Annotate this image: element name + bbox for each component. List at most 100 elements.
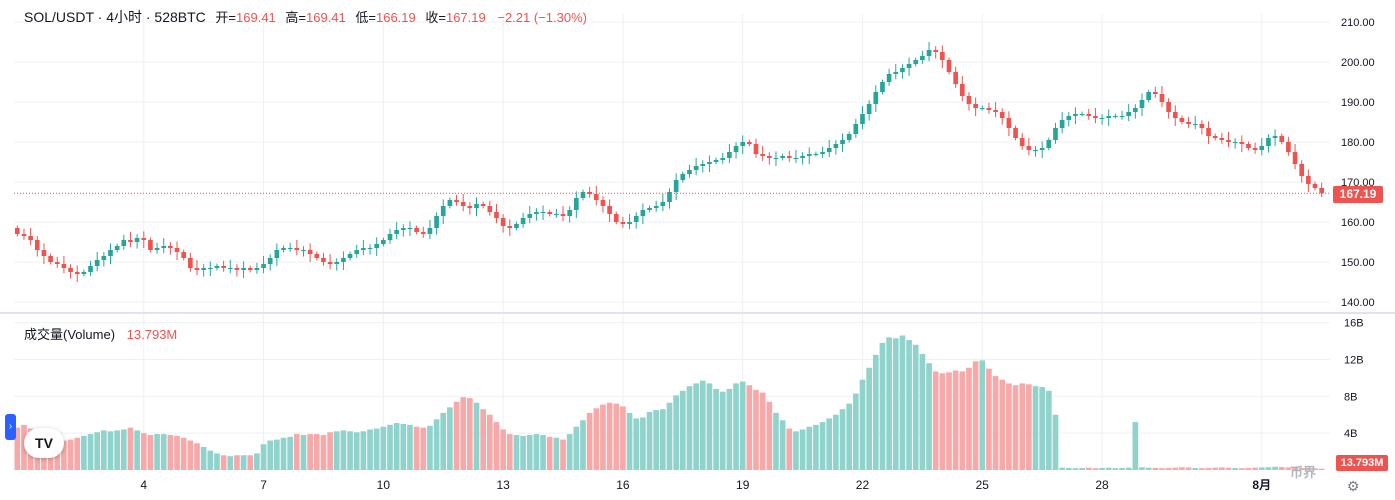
candle-body — [327, 262, 333, 264]
candle-body — [341, 258, 346, 262]
candle-body — [873, 92, 879, 104]
volume-bar — [1205, 467, 1212, 470]
candle-body — [1013, 128, 1018, 138]
volume-bar — [520, 435, 526, 470]
candle-body — [1172, 112, 1178, 118]
candle-body — [740, 142, 746, 146]
volume-bar — [526, 434, 533, 470]
volume-bar — [234, 455, 240, 470]
candle-body — [540, 212, 546, 213]
candle-body — [194, 268, 200, 270]
volume-bar — [1199, 468, 1205, 470]
time-tick-label: 13 — [496, 478, 510, 492]
candle-body — [321, 258, 326, 262]
candle-body — [514, 224, 519, 228]
volume-bar — [114, 430, 120, 470]
candle-body — [900, 68, 905, 72]
volume-bar — [14, 427, 21, 470]
volume-bar — [1318, 468, 1325, 470]
volume-bar — [360, 431, 367, 470]
candle-body — [247, 268, 253, 270]
volume-bar — [566, 434, 573, 470]
candle-body — [567, 210, 573, 216]
volume-bar — [699, 380, 706, 470]
volume-bar — [1278, 467, 1285, 470]
volume-bar — [294, 434, 300, 470]
candle-body — [1259, 146, 1265, 150]
candle-body — [853, 124, 859, 134]
candle-body — [653, 206, 659, 208]
candle-body — [294, 248, 300, 250]
volume-bar — [134, 430, 140, 470]
price-tick-label: 200.00 — [1341, 57, 1375, 69]
volume-bar — [1105, 467, 1112, 470]
candle-body — [467, 206, 473, 208]
volume-bar — [167, 434, 174, 470]
candle-body — [1159, 94, 1165, 102]
candle-body — [933, 50, 939, 52]
candle-body — [81, 272, 87, 274]
volume-bar — [972, 361, 979, 470]
volume-bar — [813, 424, 819, 470]
volume-bar — [1225, 467, 1232, 470]
settings-icon[interactable]: ⚙ — [1346, 478, 1360, 494]
candle-body — [1312, 184, 1318, 188]
candle-body — [381, 240, 386, 244]
candle-body — [374, 244, 380, 248]
candle-body — [527, 214, 533, 218]
candle-body — [314, 254, 320, 258]
volume-bar — [254, 453, 260, 470]
open-label: 开= — [215, 10, 237, 25]
candle-body — [1086, 114, 1092, 116]
volume-bar — [726, 388, 733, 470]
volume-bar — [433, 419, 440, 470]
candle-body — [753, 144, 759, 154]
volume-bar — [127, 427, 134, 470]
candle-body — [886, 74, 892, 82]
candle-body — [1053, 128, 1058, 140]
candle-body — [727, 152, 732, 158]
volume-bar — [373, 428, 380, 470]
volume-bar — [260, 444, 267, 470]
volume-bar — [533, 434, 540, 470]
volume-bar — [1245, 467, 1252, 470]
candle-body — [201, 268, 206, 270]
volume-bar — [340, 430, 347, 470]
volume-bar — [407, 424, 413, 470]
volume-bar — [746, 385, 753, 470]
candle-body — [1099, 118, 1105, 119]
volume-bar — [646, 411, 653, 470]
candle-body — [267, 258, 273, 264]
candle-body — [128, 240, 133, 242]
candle-body — [627, 222, 632, 224]
candlesticks — [14, 42, 1325, 282]
candle-body — [414, 228, 419, 232]
candle-body — [347, 254, 353, 258]
volume-bar — [773, 412, 779, 470]
volume-bar — [287, 436, 294, 470]
volume-bar — [706, 383, 713, 470]
candle-body — [547, 212, 553, 214]
volume-bar — [1119, 467, 1125, 470]
volume-bar — [380, 426, 387, 470]
candle-body — [241, 268, 246, 270]
candle-body — [108, 250, 113, 256]
volume-bar — [640, 417, 646, 470]
symbol-title[interactable]: SOL/USDT · 4小时 · 528BTC — [24, 9, 206, 25]
expand-panel-handle[interactable]: › — [5, 414, 16, 440]
last-price-tag: 167.19 — [1333, 186, 1383, 203]
change-value: −2.21 (−1.30%) — [497, 10, 587, 25]
price-tick-label: 190.00 — [1341, 97, 1375, 109]
candle-body — [61, 264, 67, 268]
candle-body — [1073, 114, 1078, 116]
volume-bar — [74, 437, 81, 470]
volume-title[interactable]: 成交量(Volume) — [24, 327, 116, 342]
tradingview-logo[interactable]: TV — [24, 428, 64, 458]
candle-body — [214, 266, 220, 268]
candle-body — [394, 230, 399, 234]
candle-body — [121, 240, 127, 246]
volume-bar — [274, 439, 280, 470]
volume-bar — [247, 455, 254, 470]
candle-body — [953, 72, 958, 84]
